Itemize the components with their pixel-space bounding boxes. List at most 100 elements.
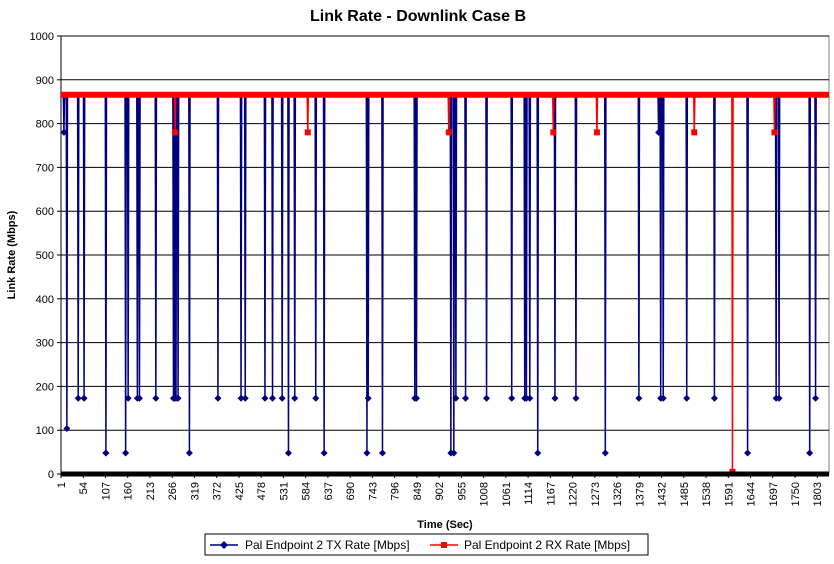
tx-data-point	[63, 424, 71, 432]
x-tick-label: 796	[390, 482, 402, 500]
rx-data-point	[593, 129, 600, 136]
x-tick-label: 902	[434, 482, 446, 500]
x-tick-label: 54	[78, 482, 90, 494]
tx-data-point	[526, 394, 534, 402]
plot-area: 0 100 200 300 400 500 600 700 800 900 1000 1 54 107 16…	[30, 31, 830, 506]
tx-data-point	[284, 449, 292, 457]
tx-data-point	[412, 394, 420, 402]
x-tick-label: 1538	[701, 482, 713, 506]
x-tick-label: 1644	[746, 482, 758, 506]
tx-data-point	[572, 394, 580, 402]
tx-data-point	[124, 394, 132, 402]
legend-rx-label: Pal Endpoint 2 RX Rate [Mbps]	[464, 538, 630, 552]
rx-data-point	[172, 129, 179, 136]
y-tick-label: 600	[36, 206, 54, 218]
rx-data-point	[445, 129, 452, 136]
rx-data-point	[691, 129, 698, 136]
x-tick-label: 478	[256, 482, 268, 500]
tx-data-point	[102, 449, 110, 457]
x-tick-label: 1167	[545, 482, 557, 506]
x-tick-label: 425	[234, 482, 246, 500]
x-tick-label: 1220	[568, 482, 580, 506]
tx-data-point	[363, 449, 371, 457]
y-tick-label: 900	[36, 75, 54, 87]
tx-data-point	[320, 449, 328, 457]
x-tick-label: 584	[301, 482, 313, 500]
tx-data-point	[237, 394, 245, 402]
tx-data-point	[135, 394, 143, 402]
x-tick-label: 319	[189, 482, 201, 500]
x-tick-label: 955	[456, 482, 468, 500]
y-tick-label: 0	[48, 469, 54, 481]
x-tick-label: 1008	[479, 482, 491, 506]
y-tick-label: 800	[36, 119, 54, 131]
x-tick-label: 1379	[634, 482, 646, 506]
tx-data-point	[74, 394, 82, 402]
tx-data-point	[60, 128, 68, 136]
tx-data-point	[80, 394, 88, 402]
x-tick-label: 1326	[612, 482, 624, 506]
tx-data-point	[683, 394, 691, 402]
tx-data-point	[655, 128, 663, 136]
tx-data-point	[261, 394, 269, 402]
tx-data-point	[291, 394, 299, 402]
x-tick-label: 160	[123, 482, 135, 500]
y-tick-label: 700	[36, 162, 54, 174]
tx-data-point	[659, 394, 667, 402]
x-tick-label: 1273	[590, 482, 602, 506]
tx-data-point	[551, 394, 559, 402]
tx-data-point	[269, 394, 277, 402]
tx-data-point	[378, 449, 386, 457]
tx-data-point	[462, 394, 470, 402]
tx-data-point	[174, 394, 182, 402]
chart-title: Link Rate - Downlink Case B	[310, 8, 526, 25]
y-tick-label: 300	[36, 338, 54, 350]
x-tick-label: 637	[323, 482, 335, 500]
tx-data-point	[483, 394, 491, 402]
legend-tx-label: Pal Endpoint 2 TX Rate [Mbps]	[245, 538, 410, 552]
tx-data-point	[775, 394, 783, 402]
x-tick-label: 743	[367, 482, 379, 500]
tx-data-point	[744, 449, 752, 457]
x-tick-label: 1697	[768, 482, 780, 506]
legend-box	[204, 533, 649, 556]
y-axis-label: Link Rate (Mbps)	[6, 210, 18, 299]
x-tick-label: 531	[278, 482, 290, 500]
tx-data-point	[312, 394, 320, 402]
x-tick-label: 1591	[723, 482, 735, 506]
tx-data-point	[508, 394, 516, 402]
y-tick-label: 100	[36, 425, 54, 437]
x-tick-label: 1750	[790, 482, 802, 506]
x-tick-label: 1485	[679, 482, 691, 506]
y-tick-label: 200	[36, 381, 54, 393]
rx-data-point	[771, 129, 778, 136]
x-tick-label: 107	[100, 482, 112, 500]
x-tick-label: 1114	[523, 482, 535, 505]
tx-data-point	[122, 449, 130, 457]
tx-data-point	[450, 449, 458, 457]
x-tick-label: 1803	[812, 482, 824, 506]
tx-data-point	[601, 449, 609, 457]
y-tick-label: 500	[36, 250, 54, 262]
y-tick-label: 400	[36, 294, 54, 306]
x-tick-label: 372	[212, 482, 224, 500]
x-axis-label: Time (Sec)	[417, 519, 473, 531]
tx-data-point	[241, 394, 249, 402]
tx-data-point	[534, 449, 542, 457]
y-tick-label: 1000	[30, 31, 54, 43]
legend: Pal Endpoint 2 TX Rate [Mbps] Pal Endpoi…	[204, 533, 649, 556]
rx-data-point	[550, 129, 557, 136]
tx-data-point	[812, 394, 820, 402]
x-tick-label: 849	[412, 482, 424, 500]
x-tick-label: 1432	[657, 482, 669, 506]
tx-data-point	[364, 394, 372, 402]
tx-data-point	[806, 449, 814, 457]
tx-data-point	[452, 394, 460, 402]
tx-data-point	[635, 394, 643, 402]
x-tick-label: 1061	[501, 482, 513, 506]
legend-rx-marker	[441, 542, 447, 548]
tx-data-point	[278, 394, 286, 402]
tx-data-point	[710, 394, 718, 402]
x-tick-label: 1	[56, 482, 68, 488]
